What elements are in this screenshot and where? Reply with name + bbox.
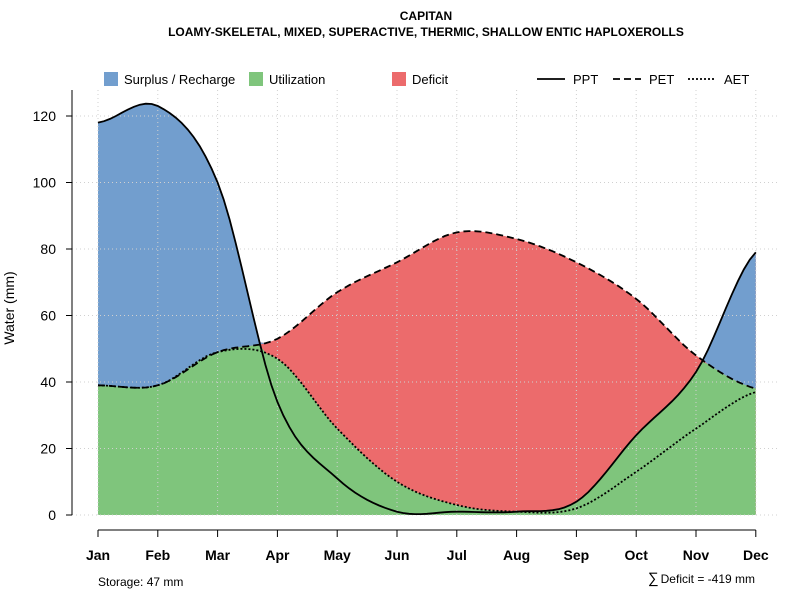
gridlines	[72, 90, 780, 516]
sum-symbol: ∑	[647, 570, 659, 587]
axes: 0 20 40 60 80 100 120 Jan Feb Mar Apr May Jun Jul Aug S…	[1, 90, 769, 563]
x-tick-label: Jun	[385, 547, 410, 563]
x-tick-label: Jul	[447, 547, 467, 563]
y-tick-label: 0	[48, 507, 56, 523]
series-line-aet	[97, 347, 757, 514]
y-tick-label: 120	[33, 108, 57, 124]
storage-label: Storage: 47 mm	[98, 575, 184, 589]
x-tick-label: Sep	[564, 547, 590, 563]
legend: Surplus / Recharge Utilization Deficit PPT P…	[104, 72, 749, 87]
x-tick-label: Oct	[625, 547, 649, 563]
legend-swatch	[249, 72, 263, 86]
x-tick-label: Dec	[743, 547, 769, 563]
legend-label: Utilization	[269, 72, 325, 87]
y-tick-label: 100	[33, 175, 57, 191]
chart-areas	[98, 103, 756, 515]
legend-label: PET	[649, 72, 674, 87]
legend-label: Surplus / Recharge	[124, 72, 235, 87]
y-tick-label: 80	[40, 241, 56, 257]
legend-swatch	[104, 72, 118, 86]
legend-label: PPT	[573, 72, 598, 87]
y-tick-label: 20	[40, 441, 56, 457]
y-tick-label: 40	[40, 374, 56, 390]
x-tick-label: Mar	[205, 547, 230, 563]
x-tick-label: Jan	[86, 547, 110, 563]
x-tick-label: May	[324, 547, 351, 563]
deficit-value: Deficit = -419 mm	[660, 572, 755, 586]
legend-label: Deficit	[412, 72, 449, 87]
deficit-label: ∑ Deficit = -419 mm	[648, 570, 755, 587]
utilization-area	[98, 344, 756, 515]
x-tick-label: Feb	[145, 547, 170, 563]
legend-label: AET	[724, 72, 749, 87]
legend-swatch	[392, 72, 406, 86]
series-line-pet	[97, 230, 757, 390]
x-tick-label: Apr	[265, 547, 290, 563]
series-line-ppt	[97, 102, 757, 515]
x-tick-label: Aug	[503, 547, 530, 563]
y-axis-label: Water (mm)	[1, 271, 17, 344]
chart-title: CAPITAN	[399, 9, 453, 23]
series-lines	[97, 102, 757, 515]
chart-subtitle: LOAMY-SKELETAL, MIXED, SUPERACTIVE, THER…	[168, 25, 684, 39]
x-tick-label: Nov	[683, 547, 710, 563]
y-tick-label: 60	[40, 308, 56, 324]
surplus-area	[98, 103, 756, 389]
